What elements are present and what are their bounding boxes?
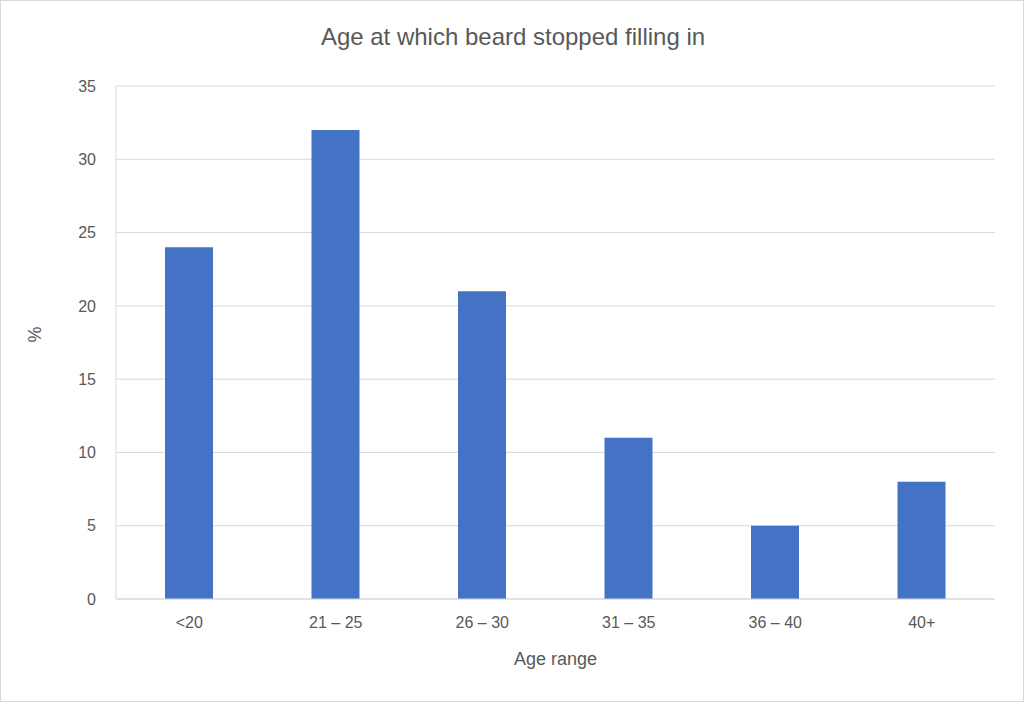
svg-text:31 – 35: 31 – 35 [602,614,655,631]
svg-text:36 – 40: 36 – 40 [749,614,802,631]
svg-text:30: 30 [78,151,96,168]
svg-text:15: 15 [78,371,96,388]
svg-text:5: 5 [87,517,96,534]
svg-text:Age range: Age range [514,649,597,669]
html-text:Age at which beard stopped fil: Age at which beard stopped filling in [320,23,706,50]
svg-text:35: 35 [78,78,96,95]
svg-text:21 – 25: 21 – 25 [309,614,362,631]
svg-text:40+: 40+ [908,614,935,631]
svg-text:10: 10 [78,444,96,461]
svg-text:25: 25 [78,224,96,241]
svg-text:%: % [25,326,45,342]
svg-text:0: 0 [87,591,96,608]
svg-text:26 – 30: 26 – 30 [456,614,509,631]
svg-text:<20: <20 [176,614,203,631]
svg-text:20: 20 [78,298,96,315]
